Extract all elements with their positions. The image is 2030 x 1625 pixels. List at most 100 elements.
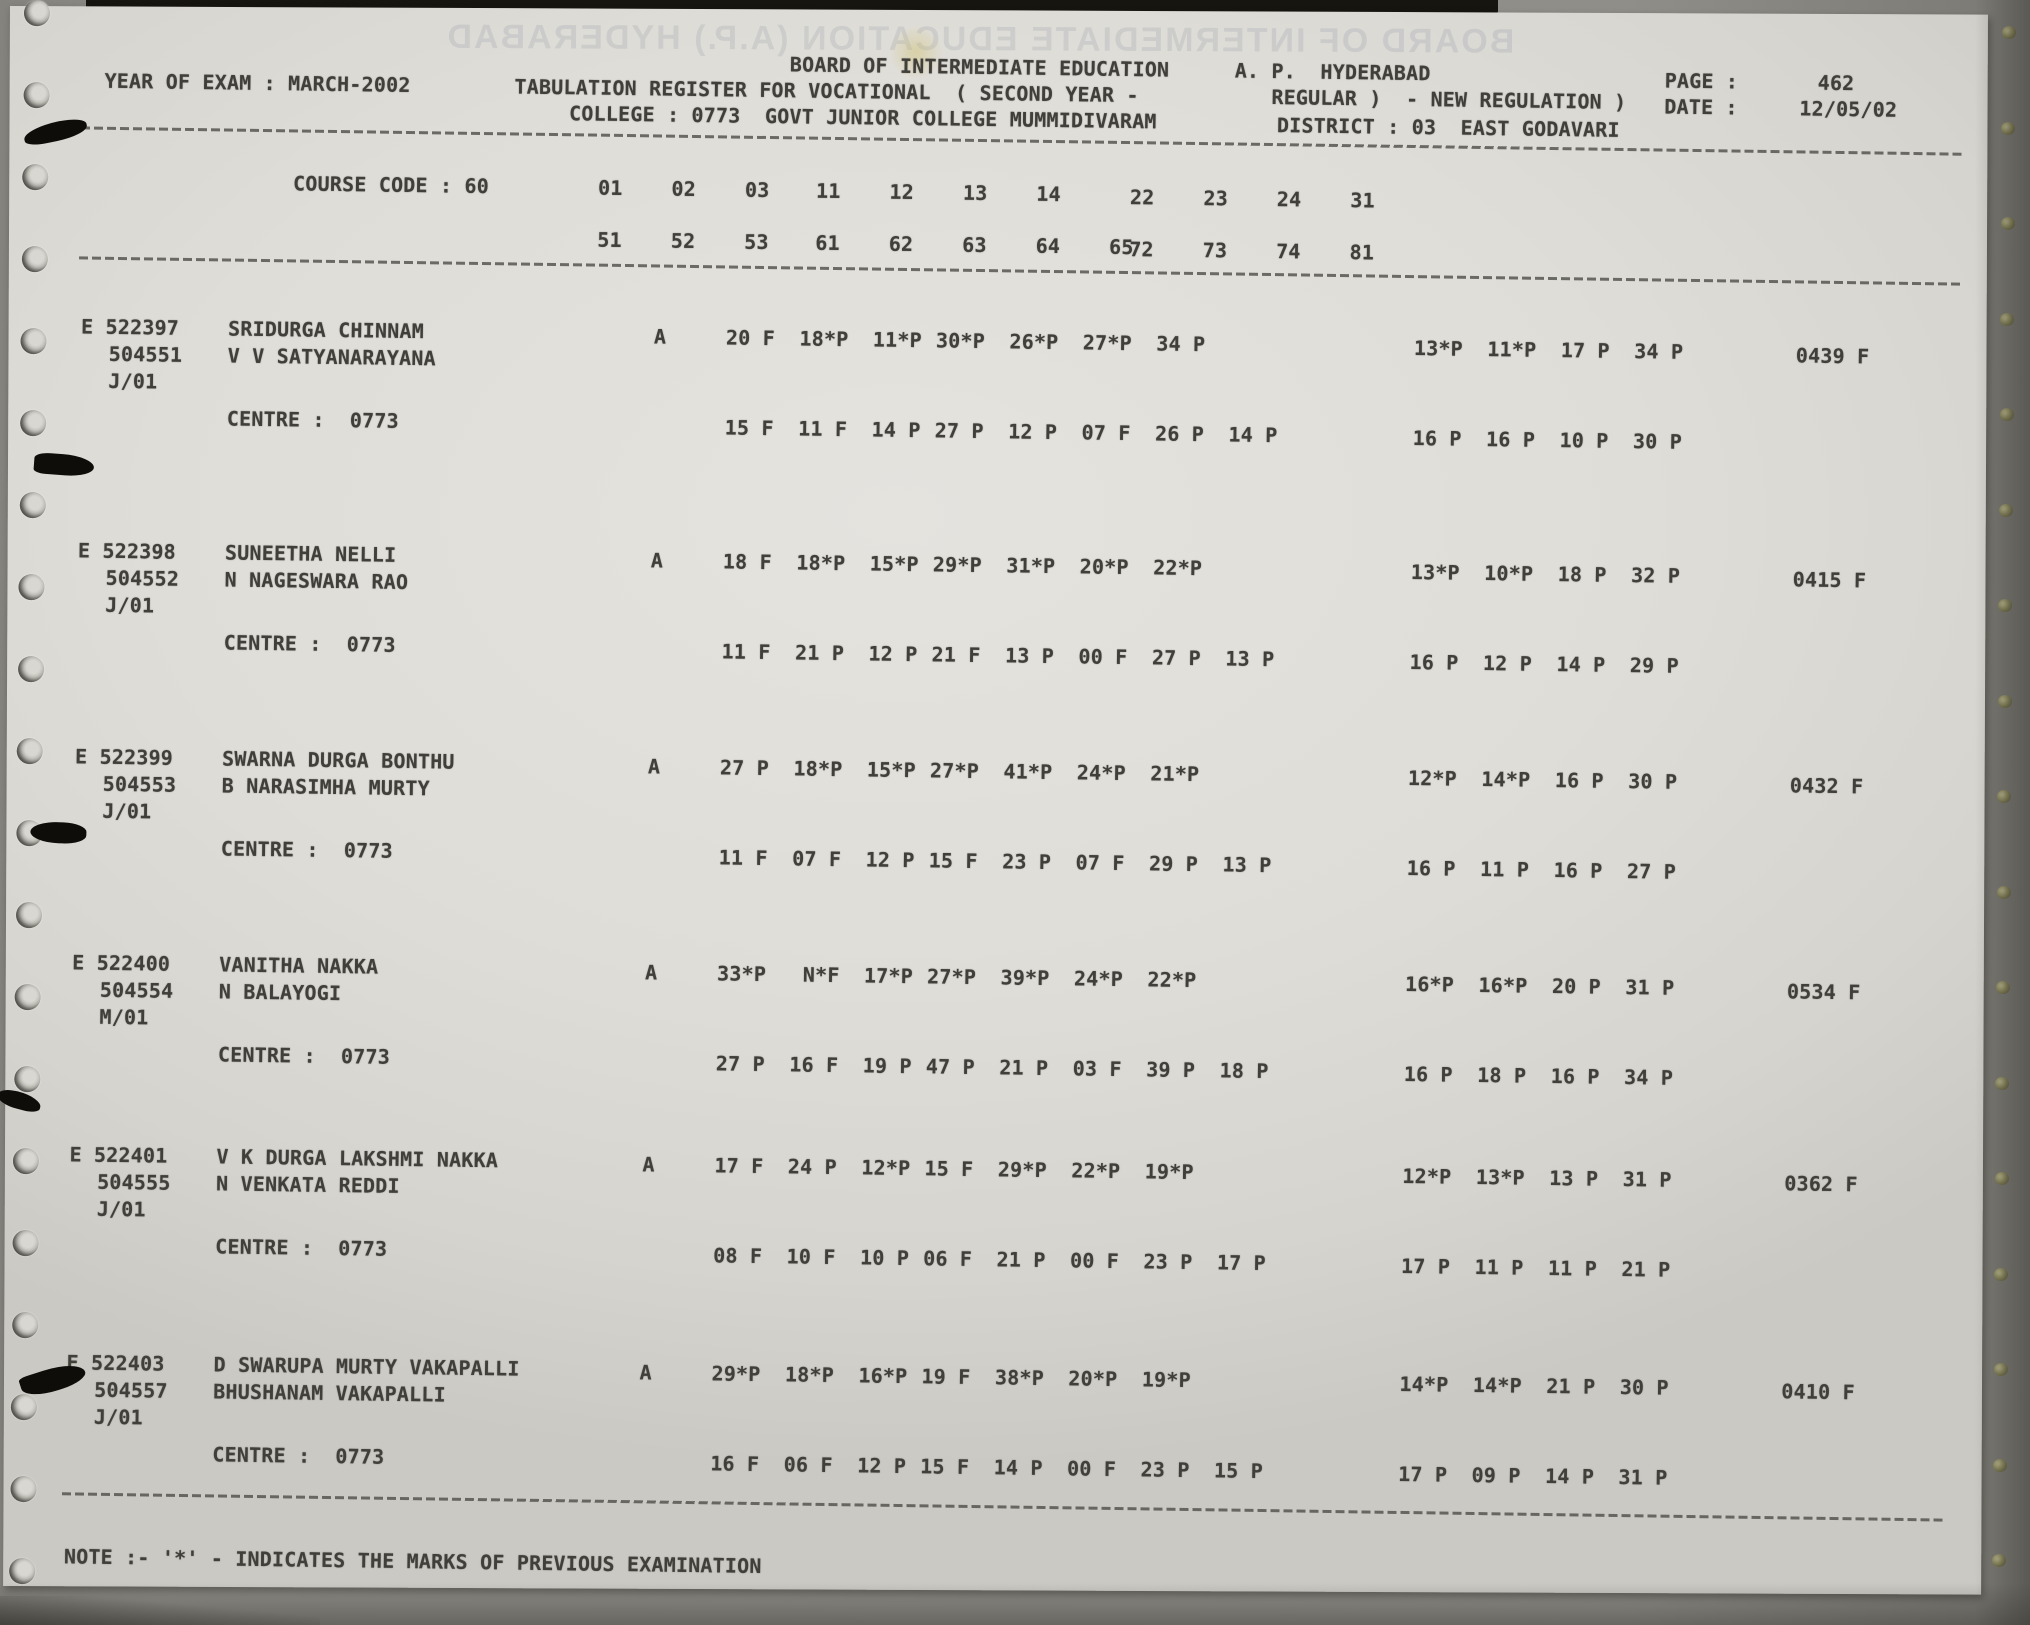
parent-name: B NARASIMHA MURTY [221,773,430,801]
footnote: NOTE :- '*' - INDICATES THE MARKS OF PRE… [63,1544,762,1579]
secondary-number: 504554 [99,977,174,1003]
centre-label: CENTRE : [212,1442,311,1468]
centre-code: 0773 [349,408,399,433]
secondary-number: 504552 [105,565,180,591]
corner-shadow [0,1596,320,1625]
marks-group2: 30*P 26*P 27*P 34 P [935,328,1206,357]
punch-hole [23,82,50,109]
marks-group2: 15 F 29*P 22*P 19*P [924,1156,1194,1185]
medium-code: J/01 [102,798,152,824]
marks-group3: 12*P 14*P 16 P 30 P [1407,766,1678,794]
centre-marks-group3: 16 P 12 P 14 P 29 P [1409,650,1680,678]
board-title: BOARD OF INTERMEDIATE EDUCATION [789,52,1170,82]
registration-number: E 522400 [72,950,171,976]
secondary-number: 504557 [94,1377,168,1403]
student-record: E 522400 VANITHA NAKKA 504554 N BALAYOGI… [0,949,1975,1147]
binder-dot [2002,26,2016,39]
marks-group1: 27 P 18*P 15*P [719,755,917,783]
centre-marks-group2: 47 P 21 P 03 F 39 P 18 P [925,1054,1269,1084]
printout-page: BOARD OF INTERMEDIATE EDUCATION (A.P.) H… [0,0,1988,1595]
binder-dot [1996,885,2011,899]
medium-code: J/01 [93,1404,144,1430]
district-line: DISTRICT : 03 EAST GODAVARI [1276,113,1620,142]
binder-dot [1992,1554,2007,1567]
page-content: BOARD OF INTERMEDIATE EDUCATION A. P. HY… [0,5,1988,1612]
attendance-flag: A [639,1360,652,1385]
course-code-label: COURSE CODE : 60 [292,171,490,199]
centre-marks-group1: 08 F 10 F 10 P [713,1243,910,1271]
marks-group1: 17 F 24 P 12*P [714,1153,911,1181]
student-name: SWARNA DURGA BONTHU [221,746,455,774]
centre-label: CENTRE : [220,836,319,862]
binder-dot [1993,1458,2007,1472]
centre-label: CENTRE : [226,406,325,432]
centre-code: 0773 [338,1236,388,1261]
attendance-flag: A [650,548,664,573]
centre-marks-group3: 16 P 16 P 10 P 30 P [1412,426,1683,454]
binder-dot [1999,503,2013,517]
centre-marks-group2: 15 F 23 P 07 F 29 P 13 P [928,848,1272,878]
centre-label: CENTRE : [217,1042,317,1068]
student-name: VANITHA NAKKA [219,952,379,979]
student-record: E 522398 SUNEETHA NELLI 504552 N NAGESWA… [1,537,1981,735]
subject-codes-row1-group3: 22 23 24 31 [1129,185,1375,213]
student-record: E 522401 V K DURGA LAKSHMI NAKKA 504555 … [0,1141,1973,1339]
year-of-exam: YEAR OF EXAM : MARCH-2002 [104,68,411,98]
total-marks: 0410 F [1781,1379,1856,1405]
centre-marks-group1: 16 F 06 F 12 P [710,1451,907,1479]
centre-code: 0773 [340,1044,391,1069]
page-label: PAGE : [1664,68,1739,94]
total-marks: 0415 F [1792,567,1867,593]
total-marks: 0439 F [1795,343,1870,369]
marks-group2: 29*P 31*P 20*P 22*P [932,552,1203,581]
centre-marks-group3: 17 P 09 P 14 P 31 P [1398,1461,1668,1490]
edge-shadow [0,1583,2030,1625]
parent-name: V V SATYANARAYANA [227,343,436,371]
regulation-line: REGULAR ) - NEW REGULATION ) [1271,85,1627,114]
centre-marks-group1: 27 P 16 F 19 P [715,1051,912,1079]
centre-code: 0773 [335,1444,385,1469]
registration-number: E 522398 [77,538,177,564]
centre-marks-group2: 27 P 12 P 07 F 26 P 14 P [934,418,1278,448]
binder-dot [1998,599,2013,612]
secondary-number: 504551 [108,341,183,367]
marks-group1: 18 F 18*P 15*P [722,549,919,577]
centre-marks-group3: 17 P 11 P 11 P 21 P [1400,1253,1671,1282]
total-marks: 0534 F [1786,979,1861,1005]
student-record: E 522397 SRIDURGA CHINNAM 504551 V V SAT… [4,313,1984,511]
subject-codes-row1-group1: 01 02 03 [597,175,770,203]
student-name: SUNEETHA NELLI [224,540,397,567]
student-name: SRIDURGA CHINNAM [227,316,425,344]
page-number: 462 [1817,70,1855,96]
subject-codes-row2-group3: 72 73 74 81 [1129,237,1375,265]
punch-hole [12,1230,39,1257]
binder-dot [1996,981,2010,994]
total-marks: 0432 F [1789,773,1864,799]
date-value: 12/05/02 [1799,96,1898,122]
punch-hole [11,1312,38,1339]
student-name: D SWARUPA MURTY VAKAPALLI [213,1352,520,1381]
subject-codes-row1-group2: 11 12 13 14 [815,178,1062,207]
secondary-number: 504555 [96,1169,171,1195]
centre-marks-group2: 15 F 14 P 00 F 23 P 15 P [920,1454,1264,1484]
marks-group1: 33*P N*F 17*P [716,961,914,989]
binder-dot [1994,1172,2009,1185]
student-record: E 522399 SWARNA DURGA BONTHU 504553 B NA… [0,743,1978,941]
date-label: DATE : [1664,94,1738,120]
secondary-number: 504553 [102,771,177,797]
marks-group3: 12*P 13*P 13 P 31 P [1402,1163,1672,1192]
board-region: A. P. HYDERABAD [1234,58,1431,86]
binder-dot [1997,694,2012,708]
binder-dot [1994,1267,2009,1281]
binder-dot [1999,408,2014,421]
separator-line [79,256,1961,286]
registration-number: E 522399 [74,744,174,770]
punch-hole [21,246,48,273]
total-marks: 0362 F [1784,1171,1858,1197]
marks-group2: 27*P 41*P 24*P 21*P [929,758,1200,787]
medium-code: J/01 [96,1196,146,1222]
binder-dot [2000,312,2015,326]
punch-hole [23,0,51,27]
registration-number: E 522397 [80,314,180,340]
